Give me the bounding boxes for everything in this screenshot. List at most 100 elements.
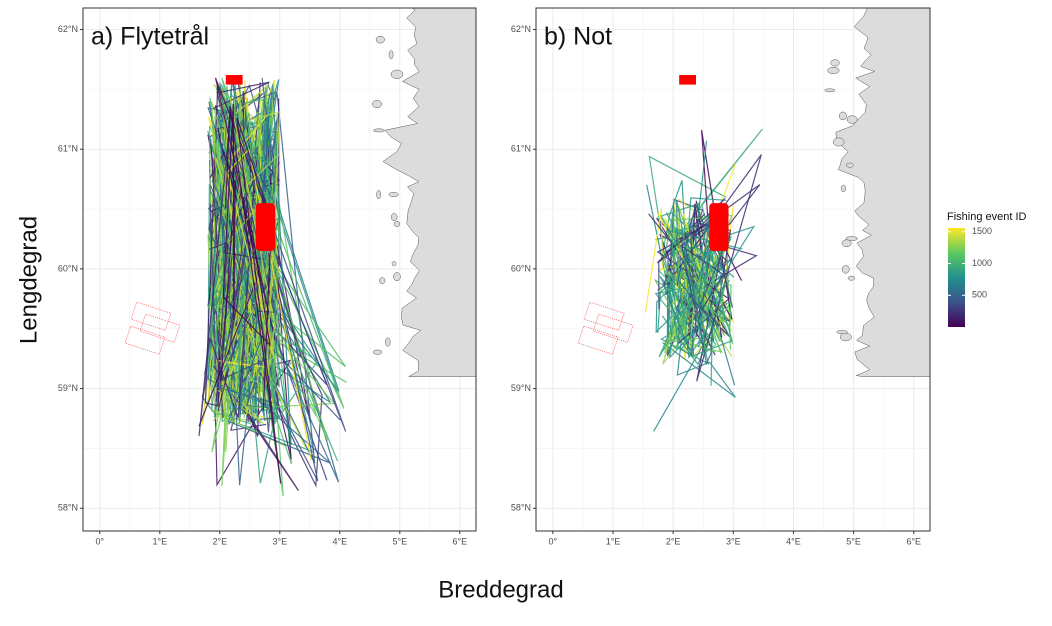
vessel-track (658, 197, 726, 337)
vessel-track (215, 96, 277, 366)
vessel-track (220, 103, 271, 384)
x-tick-label: 2°E (212, 536, 227, 546)
coastline (382, 8, 476, 377)
colorbar-tick-label: 500 (972, 290, 987, 300)
vessel-track (198, 112, 264, 437)
x-tick-label: 3°E (272, 536, 287, 546)
vessel-track (228, 108, 347, 432)
y-tick-label: 58°N (511, 503, 531, 513)
x-tick-label: 4°E (332, 536, 347, 546)
island (376, 190, 381, 200)
vessel-track (681, 245, 724, 311)
y-tick-label: 60°N (58, 263, 78, 273)
vessel-track (233, 140, 319, 425)
x-tick-label: 4°E (786, 536, 801, 546)
island (827, 66, 840, 74)
island (845, 162, 854, 168)
island (390, 69, 404, 79)
island (391, 261, 397, 267)
island (373, 128, 385, 133)
panel-title: a) Flytetrål (91, 23, 209, 51)
y-tick-label: 61°N (511, 144, 531, 154)
closed-area (709, 203, 729, 251)
x-axis-label: Breddegrad (438, 576, 563, 603)
colorbar-tick-label: 1000 (972, 258, 992, 268)
map-area (536, 8, 930, 531)
y-axis-label: Lengdegrad (15, 216, 42, 344)
island (393, 221, 401, 227)
vessel-track (673, 252, 733, 358)
spawning-area (124, 325, 166, 355)
vessel-track (236, 137, 273, 399)
vessel-track (226, 148, 312, 461)
x-tick-label: 2°E (666, 536, 681, 546)
coastline (835, 8, 930, 377)
vessel-track (210, 84, 292, 446)
x-tick-label: 5°E (392, 536, 407, 546)
vessel-track (662, 208, 732, 338)
island (846, 115, 858, 124)
vessel-track (667, 184, 761, 253)
island (390, 213, 398, 222)
island (839, 332, 852, 342)
island (841, 265, 850, 274)
island (379, 277, 386, 285)
vessel-track (225, 106, 282, 484)
panel-border (82, 7, 477, 532)
panel-title: b) Not (544, 23, 612, 51)
spawning-area (592, 313, 634, 343)
vessel-track (224, 198, 275, 358)
island (388, 192, 399, 198)
y-tick-label: 59°N (58, 383, 78, 393)
colorbar (948, 228, 965, 327)
vessel-track (214, 146, 277, 417)
y-tick-label: 62°N (58, 24, 78, 34)
y-tick-label: 59°N (511, 383, 531, 393)
island (385, 337, 391, 347)
vessel-track (657, 213, 732, 358)
vessel-track (677, 202, 723, 366)
spawning-area (139, 313, 181, 343)
island (830, 59, 840, 67)
x-tick-label: 5°E (846, 536, 861, 546)
island (372, 349, 383, 355)
y-tick-label: 60°N (511, 263, 531, 273)
island (840, 184, 846, 193)
island (372, 100, 383, 108)
closed-area (255, 203, 275, 251)
x-tick-label: 0° (549, 536, 558, 546)
panel-border (535, 7, 931, 532)
x-tick-label: 0° (95, 536, 104, 546)
spawning-area (583, 301, 625, 331)
island (847, 275, 856, 281)
island (393, 272, 401, 282)
y-tick-label: 62°N (511, 24, 531, 34)
vessel-track (676, 256, 719, 334)
vessel-track (669, 226, 730, 351)
island (375, 35, 385, 44)
y-tick-label: 61°N (58, 144, 78, 154)
island (841, 239, 852, 248)
x-tick-label: 3°E (726, 536, 741, 546)
legend-title: Fishing event ID (947, 211, 1027, 223)
closed-area (679, 75, 697, 85)
vessel-track (693, 249, 724, 348)
vessel-track (209, 371, 265, 425)
colorbar-tick-label: 1500 (972, 226, 992, 236)
spawning-area (130, 301, 172, 331)
vessel-track (672, 214, 733, 354)
island (836, 330, 848, 335)
island (388, 50, 394, 60)
map-area (83, 8, 476, 531)
x-tick-label: 1°E (152, 536, 167, 546)
x-tick-label: 6°E (906, 536, 921, 546)
island (845, 236, 858, 241)
island (824, 88, 836, 93)
spawning-area (577, 325, 619, 355)
x-tick-label: 1°E (606, 536, 621, 546)
vessel-track (227, 339, 331, 464)
x-tick-label: 6°E (452, 536, 467, 546)
y-tick-label: 58°N (58, 503, 78, 513)
closed-area (225, 75, 243, 85)
